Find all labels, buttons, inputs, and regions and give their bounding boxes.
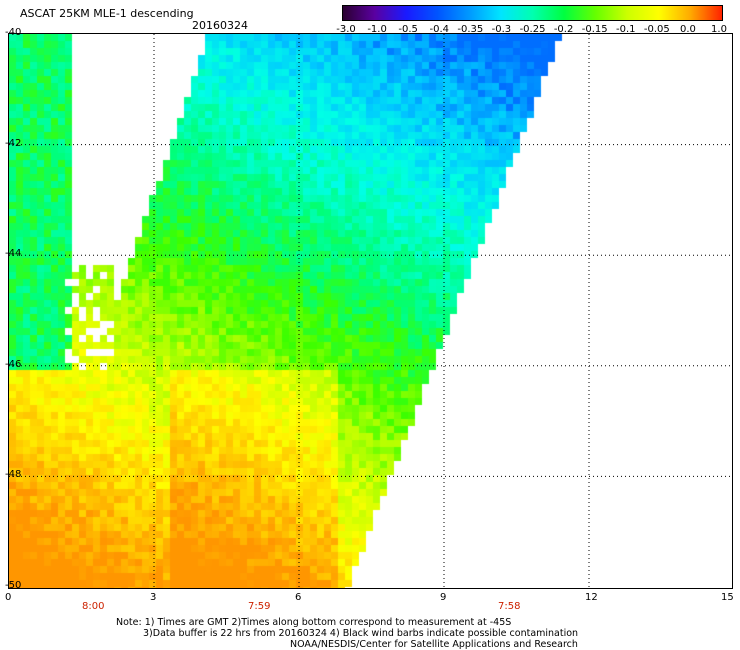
y-tick-label: -50 — [5, 580, 22, 591]
map-title: ASCAT 25KM MLE-1 descending — [20, 7, 194, 20]
colorbar-label: -1.0 — [367, 24, 387, 35]
note-line-2: 3)Data buffer is 22 hrs from 20160324 4)… — [143, 628, 579, 639]
y-tick-label: -48 — [5, 469, 22, 481]
colorbar-label: -0.4 — [429, 24, 450, 35]
colorbar-label: -0.1 — [615, 24, 636, 35]
colorbar-label: -3.0 — [336, 24, 356, 35]
time-label: 7:59 — [248, 601, 271, 612]
colorbar — [342, 5, 723, 21]
colorbar-label: -0.05 — [643, 24, 670, 35]
colorbar-label: 0.0 — [679, 24, 696, 35]
y-tick-label: -46 — [5, 358, 22, 370]
time-label: 8:00 — [82, 601, 105, 612]
y-tick-label: -40 — [5, 27, 22, 38]
colorbar-label: -0.35 — [457, 24, 484, 35]
x-tick-label: 15 — [721, 592, 734, 603]
map-date: 20160324 — [192, 19, 248, 32]
y-tick-label: -42 — [5, 137, 22, 149]
swath-image — [9, 34, 732, 588]
colorbar-label: -0.5 — [398, 24, 418, 35]
note-line-3: NOAA/NESDIS/Center for Satellite Applica… — [290, 639, 578, 650]
x-tick-label: 0 — [5, 592, 12, 603]
colorbar-label: -0.25 — [519, 24, 546, 35]
colorbar-label: 1.0 — [711, 24, 727, 35]
x-tick-label: 9 — [440, 592, 447, 603]
colorbar-label: -0.3 — [491, 24, 512, 35]
time-label: 7:58 — [498, 601, 521, 612]
colorbar-label: -0.2 — [553, 24, 574, 35]
y-tick-label: -44 — [5, 248, 22, 260]
x-tick-label: 6 — [295, 592, 302, 603]
grid-lines — [9, 34, 732, 588]
map-plot — [8, 33, 733, 589]
x-tick-label: 12 — [585, 592, 598, 603]
x-tick-label: 3 — [150, 592, 157, 603]
note-line-1: Note: 1) Times are GMT 2)Times along bot… — [116, 617, 512, 628]
colorbar-label: -0.15 — [581, 24, 608, 35]
